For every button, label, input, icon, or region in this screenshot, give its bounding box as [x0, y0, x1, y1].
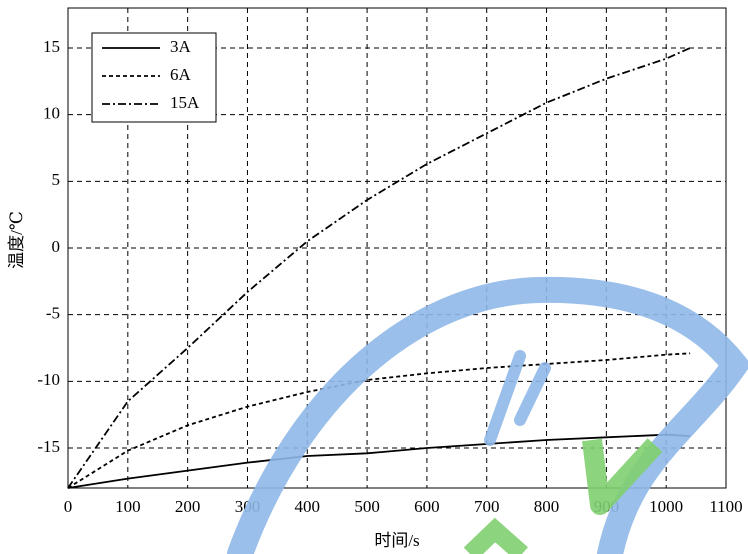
y-tick-label: 5 — [52, 170, 61, 189]
y-tick-label: -15 — [37, 437, 60, 456]
chart: 时间/s 温度/℃ 010020030040050060070080090010… — [0, 0, 748, 554]
x-tick-label: 1100 — [709, 497, 742, 516]
y-tick-label: 10 — [43, 104, 60, 123]
x-tick-label: 200 — [175, 497, 201, 516]
x-tick-label: 0 — [64, 497, 73, 516]
y-tick-label: -5 — [46, 304, 60, 323]
x-tick-label: 400 — [295, 497, 321, 516]
x-tick-label: 100 — [115, 497, 141, 516]
x-tick-label: 700 — [474, 497, 500, 516]
x-tick-label: 800 — [534, 497, 560, 516]
y-axis-label: 温度/℃ — [7, 211, 26, 269]
y-tick-label: 15 — [43, 37, 60, 56]
x-tick-label: 500 — [354, 497, 380, 516]
page: {"chart_data": {"type": "line", "x_label… — [0, 0, 748, 554]
legend-label: 6A — [170, 65, 192, 84]
x-tick-label: 600 — [414, 497, 440, 516]
overlay-stroke — [470, 530, 522, 554]
legend-label: 15A — [170, 93, 200, 112]
y-tick-label: 0 — [52, 237, 61, 256]
overlay-stroke — [490, 356, 545, 440]
y-tick-label: -10 — [37, 370, 60, 389]
x-tick-label: 1000 — [649, 497, 683, 516]
x-axis-label: 时间/s — [374, 531, 419, 550]
legend-label: 3A — [170, 37, 192, 56]
